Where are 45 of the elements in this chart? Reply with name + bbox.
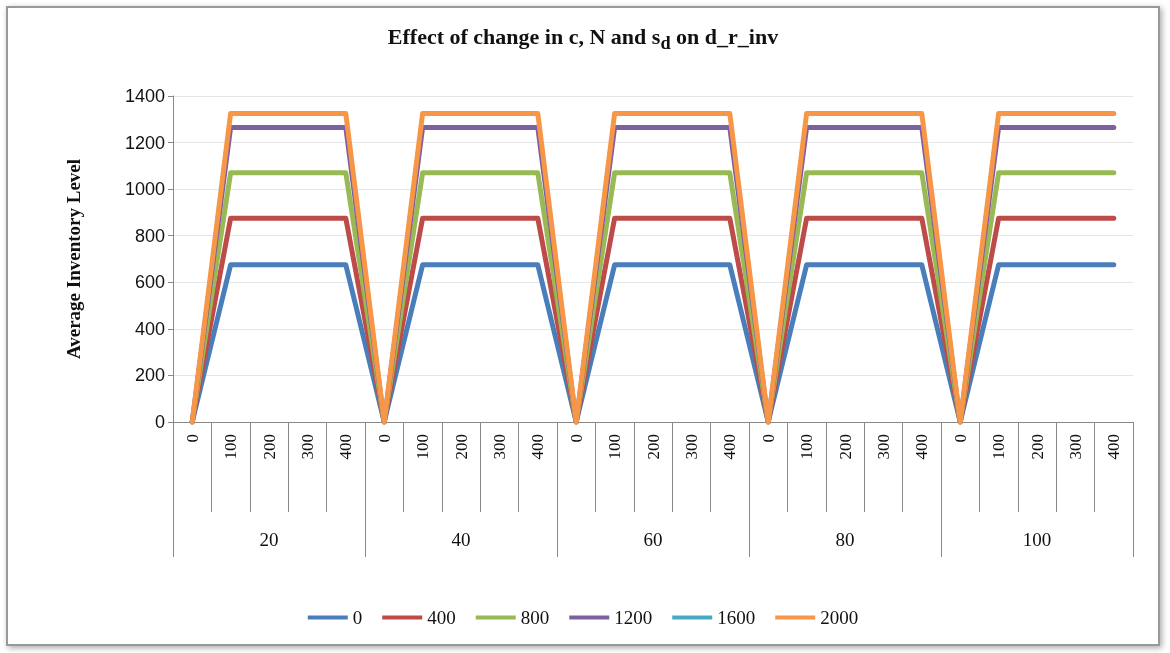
x-tick-label: 400	[720, 434, 740, 460]
x-tick-label: 100	[605, 434, 625, 460]
x-tick-label: 300	[873, 434, 893, 460]
text: 60	[643, 529, 663, 550]
x-tick-label: 200	[451, 434, 471, 460]
y-tick-label: 1400	[124, 86, 165, 106]
y-tick-label: 400	[134, 318, 165, 339]
legend-label: 0	[352, 607, 363, 628]
y-tick-label: 1000	[124, 179, 165, 200]
x-tick-label: 0	[182, 434, 202, 443]
text: 40	[451, 529, 471, 550]
y-tick-label: 1200	[124, 132, 165, 153]
x-tick-label: 400	[336, 434, 356, 460]
text: 100	[1022, 529, 1052, 550]
x-tick-label: 400	[912, 434, 932, 460]
y-tick-label: 800	[134, 225, 165, 246]
x-tick-label: 100	[413, 434, 433, 460]
legend-label: 2000	[820, 607, 859, 628]
x-tick-label: 0	[758, 434, 778, 443]
x-tick-label: 100	[221, 434, 241, 460]
y-axis-title: Average Inventory Level	[63, 158, 84, 360]
x-tick-label: 400	[1104, 434, 1124, 460]
text: 20	[259, 529, 279, 550]
x-tick-label: 300	[489, 434, 509, 460]
x-tick-label: 400	[528, 434, 548, 460]
text: 80	[835, 529, 855, 550]
legend-label: 800	[520, 607, 550, 628]
x-tick-label: 100	[989, 434, 1009, 460]
chart-title: Effect of change in c, N and s$_{d}$ on d_r_inv	[386, 24, 780, 55]
x-tick-label: 200	[1027, 434, 1047, 460]
y-tick-label: 600	[134, 272, 165, 293]
x-tick-label: 200	[643, 434, 663, 460]
x-tick-label: 200	[259, 434, 279, 460]
legend-label: 1600	[717, 607, 756, 628]
x-tick-label: 100	[797, 434, 817, 460]
x-tick-label: 300	[681, 434, 701, 460]
x-tick-label: 0	[950, 434, 970, 443]
x-tick-label: 300	[1065, 434, 1085, 460]
x-tick-label: 300	[297, 434, 317, 460]
legend-label: 400	[427, 607, 456, 628]
y-tick-label: 200	[134, 365, 165, 386]
x-tick-label: 0	[374, 434, 394, 443]
legend-label: 1200	[614, 607, 653, 628]
x-tick-label: 200	[835, 434, 855, 460]
x-tick-label: 0	[566, 434, 586, 443]
